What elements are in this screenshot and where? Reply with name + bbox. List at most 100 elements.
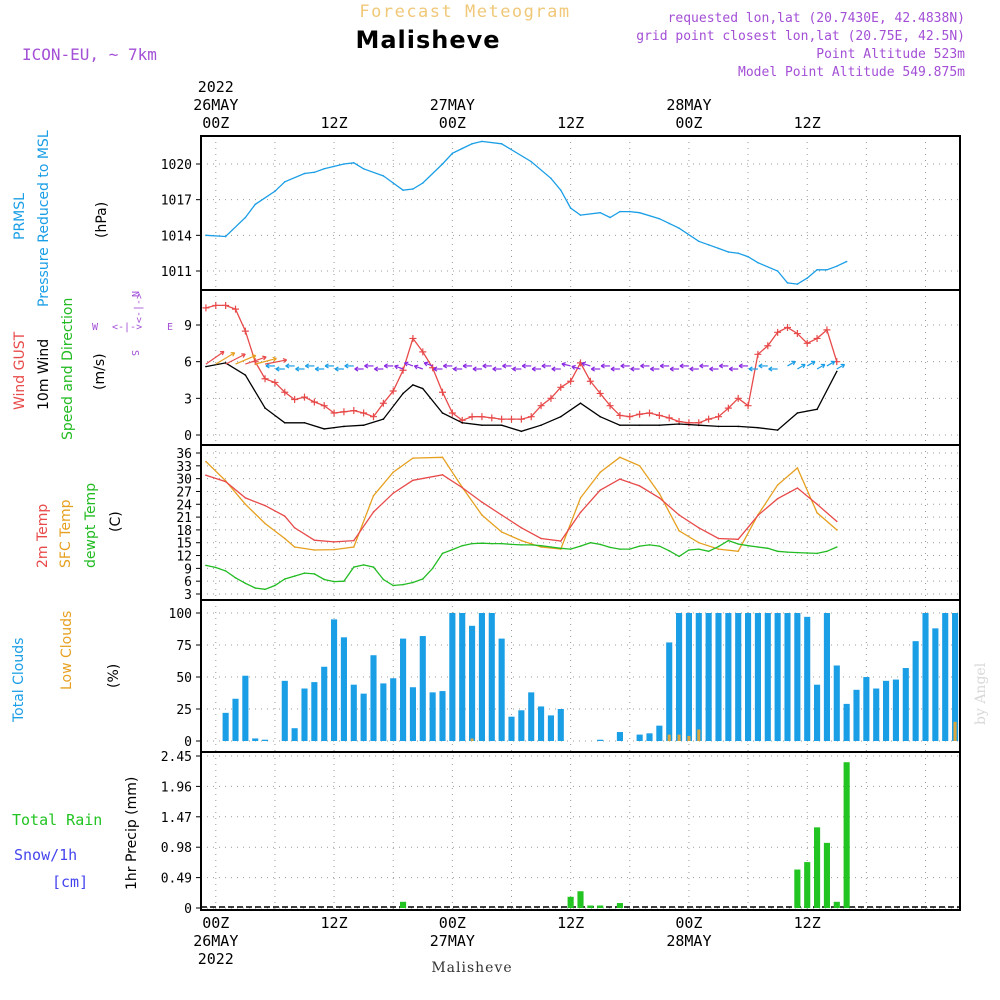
- location-title: Malisheve: [355, 26, 500, 54]
- y-tick-label: 21: [176, 511, 192, 526]
- dewpt-line-point: [333, 580, 335, 583]
- wind-direction-arrowhead: [354, 366, 359, 372]
- total-cloud-bar: [952, 613, 959, 741]
- wind-direction-arrowhead: [314, 366, 319, 372]
- wind-direction-arrowhead: [344, 363, 349, 369]
- temp-2m-line-point: [599, 489, 602, 491]
- gust-marker: [547, 394, 555, 402]
- gust-marker: [646, 409, 653, 417]
- dewpt-line-point: [688, 549, 690, 551]
- sfc-temp-line-point: [481, 514, 483, 516]
- wind-direction-arrowhead: [791, 360, 796, 366]
- temp-2m-line-point: [697, 526, 700, 529]
- dewpt-line-point: [550, 546, 552, 548]
- compass-vertical: <-|->: [133, 293, 144, 323]
- gust-marker: [764, 342, 772, 350]
- dewpt-line-point: [727, 539, 730, 542]
- prmsl-line-point: [461, 147, 464, 150]
- sfc-temp-line-point: [619, 456, 621, 459]
- sfc-temp-line-point: [658, 492, 661, 495]
- dewpt-line-point: [638, 545, 641, 547]
- dewpt-line-point: [757, 546, 759, 548]
- gust-marker: [754, 350, 762, 358]
- wind-direction-arrow: [245, 356, 267, 365]
- sfc-temp-line-point: [333, 548, 335, 551]
- gust-marker: [823, 326, 831, 334]
- prmsl-line-point: [628, 210, 631, 213]
- total-cloud-bar: [459, 613, 466, 741]
- sfc-temp-line-point: [293, 546, 296, 548]
- wind-direction-arrow: [225, 353, 246, 365]
- gust-marker: [320, 402, 328, 410]
- wind-direction-arrowhead: [719, 363, 724, 369]
- y-tick-label: 0: [184, 902, 192, 917]
- wind-direction-arrowhead: [374, 366, 379, 372]
- wind-direction-arrowhead: [275, 366, 280, 372]
- wind-direction-arrowhead: [679, 363, 684, 369]
- total-cloud-bar: [488, 613, 495, 741]
- panel-4: 0 0.49 0.98 1.47 1.96 2.45: [161, 750, 961, 917]
- plot-layer: [201, 140, 960, 908]
- total-cloud-bar: [547, 715, 554, 741]
- compass-east: E: [167, 322, 173, 333]
- dewpt-line-point: [372, 566, 375, 568]
- wind-direction-arrowhead: [630, 366, 635, 372]
- temp-2m-line-point: [244, 497, 247, 499]
- total-cloud-bar: [439, 691, 446, 741]
- dewpt-line-point: [678, 555, 680, 558]
- total-cloud-bar: [745, 613, 752, 741]
- y-tick-label: 1014: [161, 229, 192, 244]
- prmsl-line-point: [323, 167, 326, 170]
- dewpt-line-point: [806, 552, 809, 554]
- dewpt-line-point: [707, 550, 710, 553]
- dewpt-line-point: [323, 578, 326, 581]
- gust-marker: [784, 323, 791, 331]
- wind-direction-arrowhead: [768, 366, 773, 372]
- dewpt-line-point: [776, 550, 779, 553]
- y-tick-label: 33: [176, 460, 192, 475]
- sfc-temp-line-point: [579, 497, 582, 499]
- dewpt-line-point: [224, 570, 227, 572]
- y-tick-label: 27: [176, 485, 192, 500]
- total-rain-label: Total Rain: [12, 811, 102, 829]
- y-tick-label: 30: [176, 473, 192, 488]
- wind-line-point: [835, 370, 838, 373]
- total-cloud-bar: [646, 733, 653, 741]
- prmsl-line-point: [638, 211, 641, 214]
- temp-dewpt-label: dewpt Temp: [83, 483, 99, 568]
- wind-line-point: [757, 426, 759, 429]
- wind-line-point: [500, 424, 503, 427]
- gust-marker: [626, 413, 634, 421]
- temp-2m-line-point: [293, 526, 296, 529]
- rain-bar: [577, 891, 584, 908]
- dewpt-line-point: [441, 552, 444, 555]
- wind-line-point: [697, 424, 700, 427]
- prmsl-line-point: [451, 152, 454, 155]
- wind-line-point: [461, 421, 464, 424]
- total-cloud-bar: [902, 668, 909, 741]
- direction-label: Speed and Direction: [60, 298, 76, 440]
- wind-direction-arrowhead: [394, 364, 399, 370]
- dewpt-line-point: [826, 550, 828, 553]
- wind-direction-arrowhead: [230, 352, 236, 357]
- prmsl-line-point: [835, 265, 838, 268]
- prmsl-line-point: [776, 270, 779, 272]
- wind-unit: (m/s): [92, 353, 108, 390]
- gust-marker: [596, 389, 604, 397]
- bottom-tick-date: 27MAY: [430, 932, 475, 950]
- wind-line-point: [343, 425, 345, 428]
- temp-2m-line-point: [283, 515, 286, 518]
- wind-direction-arrowhead: [295, 366, 300, 372]
- gust-marker: [241, 327, 249, 335]
- temp-unit: (C): [108, 511, 124, 532]
- total-cloud-bar: [853, 689, 860, 741]
- dewpt-line-point: [205, 564, 207, 567]
- wind-direction-arrowhead: [728, 366, 733, 372]
- total-cloud-bar: [823, 613, 830, 741]
- dewpt-line-point: [510, 543, 513, 546]
- wind-direction-arrowhead: [251, 354, 257, 360]
- total-cloud-bar: [873, 688, 880, 741]
- total-cloud-bar: [390, 678, 397, 741]
- sfc-temp-line-point: [816, 512, 818, 514]
